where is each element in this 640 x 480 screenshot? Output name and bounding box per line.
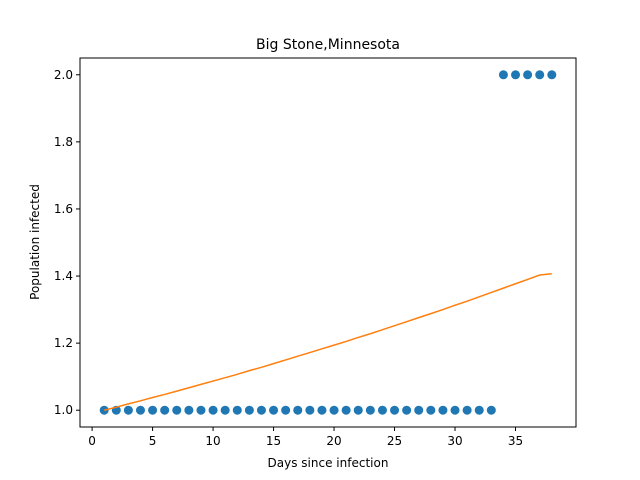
x-axis-label: Days since infection bbox=[268, 456, 389, 470]
data-point bbox=[486, 405, 496, 415]
x-tick-label: 35 bbox=[508, 434, 523, 448]
x-tick-label: 25 bbox=[387, 434, 402, 448]
data-point bbox=[123, 405, 133, 415]
data-point bbox=[511, 70, 521, 80]
data-point bbox=[462, 405, 472, 415]
data-point bbox=[341, 405, 351, 415]
data-point bbox=[135, 405, 145, 415]
data-point bbox=[377, 405, 387, 415]
fit-line bbox=[104, 272, 552, 411]
plot-area bbox=[99, 70, 557, 415]
x-tick-label: 30 bbox=[447, 434, 462, 448]
data-point bbox=[269, 405, 279, 415]
x-axis: 0 5 10 15 20 25 30 35 bbox=[88, 427, 523, 448]
data-point bbox=[438, 405, 448, 415]
chart-title: Big Stone,Minnesota bbox=[256, 37, 400, 53]
data-point bbox=[523, 70, 533, 80]
data-point bbox=[450, 405, 460, 415]
data-point bbox=[281, 405, 291, 415]
y-axis-label: Population infected bbox=[28, 184, 42, 300]
data-point bbox=[353, 405, 363, 415]
data-point bbox=[474, 405, 484, 415]
data-point bbox=[547, 70, 557, 80]
axes-frame bbox=[79, 57, 577, 428]
y-tick-label: 1.2 bbox=[54, 336, 73, 350]
data-point bbox=[305, 405, 315, 415]
data-point bbox=[390, 405, 400, 415]
x-tick-label: 20 bbox=[326, 434, 341, 448]
data-point bbox=[148, 405, 158, 415]
data-point bbox=[196, 405, 206, 415]
y-tick-label: 1.6 bbox=[54, 202, 73, 216]
data-point bbox=[535, 70, 545, 80]
data-point bbox=[256, 405, 266, 415]
data-point bbox=[365, 405, 375, 415]
data-point bbox=[172, 405, 182, 415]
y-axis: 1.0 1.2 1.4 1.6 1.8 2.0 bbox=[54, 68, 80, 417]
y-tick-label: 1.4 bbox=[54, 269, 73, 283]
data-point bbox=[184, 405, 194, 415]
data-point bbox=[329, 405, 339, 415]
x-tick-label: 10 bbox=[205, 434, 220, 448]
x-tick-label: 15 bbox=[266, 434, 281, 448]
data-point bbox=[402, 405, 412, 415]
data-point bbox=[293, 405, 303, 415]
y-tick-label: 2.0 bbox=[54, 68, 73, 82]
data-point bbox=[208, 405, 218, 415]
y-tick-label: 1.0 bbox=[54, 403, 73, 417]
data-point bbox=[220, 405, 230, 415]
data-point bbox=[498, 70, 508, 80]
data-point bbox=[414, 405, 424, 415]
y-tick-label: 1.8 bbox=[54, 135, 73, 149]
data-point bbox=[160, 405, 170, 415]
data-point bbox=[232, 405, 242, 415]
x-tick-label: 0 bbox=[88, 434, 96, 448]
x-tick-label: 5 bbox=[149, 434, 157, 448]
data-point bbox=[99, 405, 109, 415]
data-point bbox=[426, 405, 436, 415]
data-point bbox=[317, 405, 327, 415]
data-point bbox=[244, 405, 254, 415]
